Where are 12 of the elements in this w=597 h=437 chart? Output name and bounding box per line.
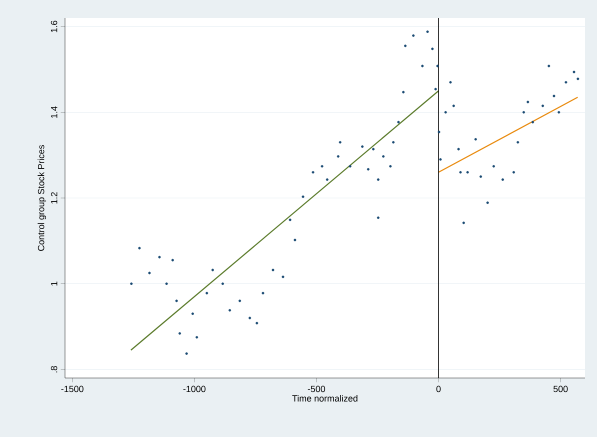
y-tick-label: 1 — [51, 282, 58, 286]
y-tick-label: 1.2 — [50, 192, 58, 204]
y-axis-title: Control group Stock Prices — [38, 145, 46, 251]
x-tick-label: -1500 — [61, 386, 84, 392]
x-tick-label: 0 — [436, 386, 441, 392]
x-tick-label: -1000 — [183, 386, 206, 392]
x-tick-label: -500 — [308, 386, 326, 392]
y-tick-label: 1.6 — [50, 20, 58, 32]
x-axis-title: Time normalized — [292, 394, 358, 402]
x-tick-label: 500 — [553, 386, 568, 392]
y-tick-label: 1.4 — [51, 106, 58, 118]
y-tick-label: .8 — [50, 366, 58, 372]
